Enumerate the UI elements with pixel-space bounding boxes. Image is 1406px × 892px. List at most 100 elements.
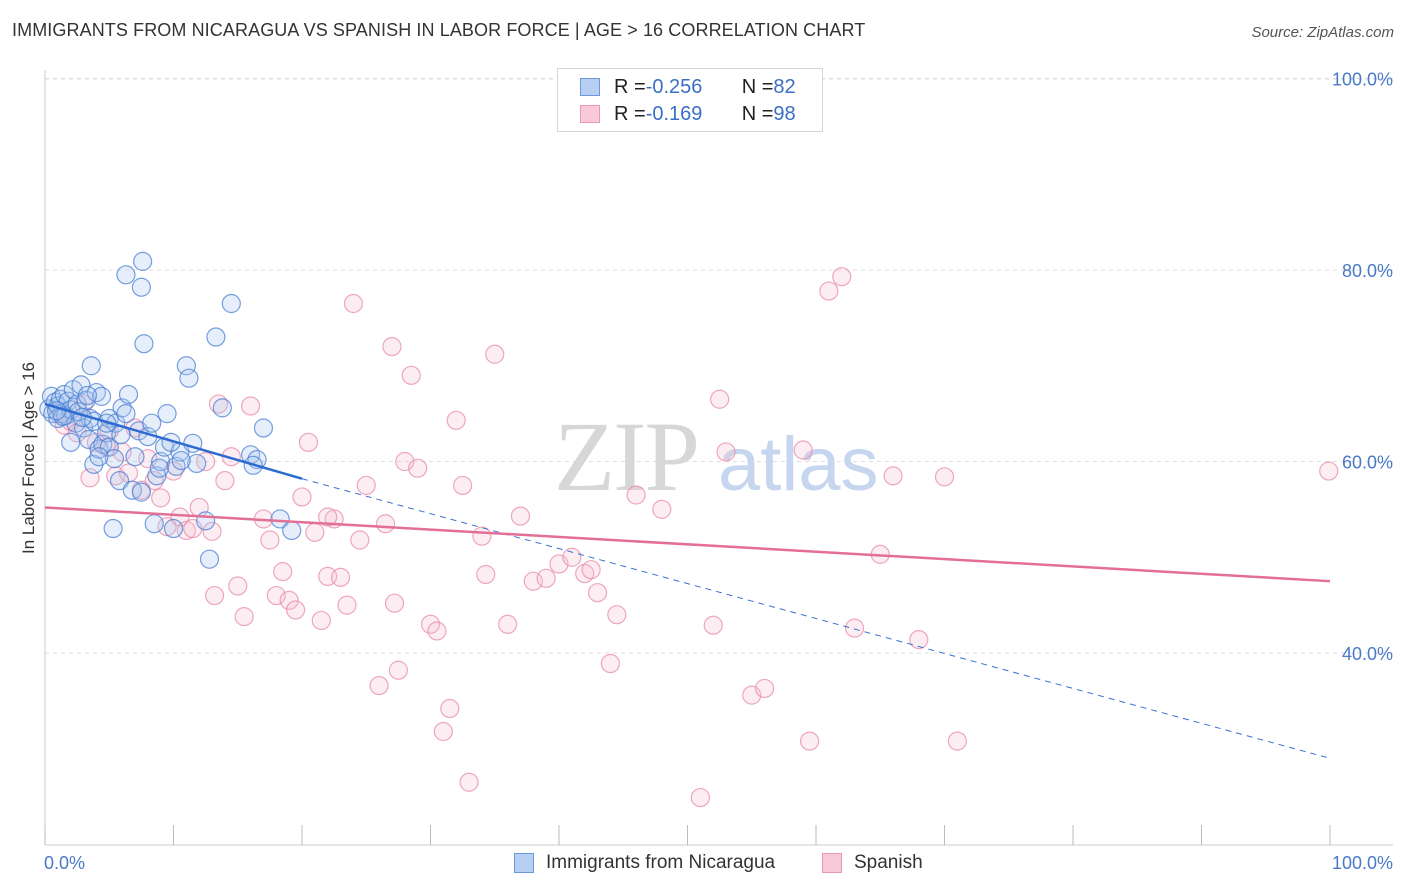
spanish-point — [375, 514, 396, 534]
spanish-point — [799, 731, 820, 751]
spanish-point — [581, 560, 601, 580]
nicaragua-point — [125, 447, 145, 467]
legend-item-nicaragua: Immigrants from Nicaragua — [514, 852, 775, 874]
nicaragua-point — [179, 368, 199, 388]
spanish-point — [947, 731, 967, 751]
spanish-point — [459, 772, 479, 792]
spanish-point — [311, 610, 331, 631]
spanish-point — [485, 344, 505, 364]
spanish-point — [844, 618, 865, 638]
spanish-point — [298, 432, 319, 452]
spanish-point — [234, 607, 254, 627]
nicaragua-point — [166, 456, 186, 476]
legend-n-label: N = — [741, 102, 774, 125]
y-tick-label: 100.0% — [1332, 70, 1393, 90]
nicaragua-point — [73, 418, 94, 438]
legend-r-value: -0.256 — [645, 75, 703, 98]
spanish-point — [626, 485, 646, 505]
legend-swatch-blue — [514, 853, 534, 873]
spanish-point — [710, 389, 730, 409]
spanish-point — [793, 440, 813, 460]
nicaragua-point — [157, 404, 177, 424]
spanish-trend-line — [44, 506, 1331, 583]
spanish-point — [446, 410, 466, 430]
nicaragua-point — [133, 251, 153, 271]
legend-n-value: 98 — [773, 102, 796, 125]
nicaragua-point — [103, 518, 123, 539]
nicaragua-point — [131, 482, 151, 502]
y-tick-label: 40.0% — [1342, 644, 1393, 664]
spanish-point — [202, 521, 222, 541]
spanish-point — [510, 506, 531, 526]
nicaragua-point — [221, 293, 241, 314]
nicaragua-point — [270, 509, 290, 529]
watermark: ZIP atlas — [554, 401, 879, 512]
spanish-point — [652, 499, 672, 519]
nicaragua-point — [253, 418, 274, 438]
legend-row-nicaragua: R = -0.256 N = 82 — [580, 75, 796, 99]
legend-swatch-pink — [822, 853, 842, 873]
spanish-point — [388, 660, 408, 680]
spanish-point — [819, 281, 839, 301]
nicaragua-point — [282, 520, 302, 541]
trend-lines — [44, 402, 1331, 759]
spanish-point — [832, 267, 852, 287]
spanish-point — [440, 698, 460, 719]
source-note: Source: ZipAtlas.com — [1251, 24, 1394, 41]
legend-swatch-blue — [580, 78, 600, 96]
spanish-point — [305, 522, 325, 542]
spanish-point — [350, 530, 370, 550]
spanish-point — [292, 487, 312, 507]
spanish-point — [562, 547, 582, 567]
nicaragua-point — [147, 466, 167, 486]
nicaragua-point — [116, 265, 136, 285]
spanish-point — [716, 442, 736, 462]
spanish-point — [453, 475, 473, 496]
spanish-point — [587, 583, 608, 603]
nicaragua-point — [116, 404, 136, 424]
spanish-point — [703, 615, 723, 635]
nicaragua-point — [149, 458, 169, 478]
axes — [44, 70, 1393, 846]
nicaragua-point — [89, 447, 109, 467]
nicaragua-point — [212, 398, 232, 418]
spanish-point — [273, 562, 293, 582]
nicaragua-point — [144, 514, 164, 534]
legend-label-nicaragua: Immigrants from Nicaragua — [546, 852, 776, 873]
nicaragua-point — [61, 432, 81, 452]
spanish-point — [536, 568, 556, 588]
spanish-point — [498, 614, 518, 634]
spanish-point — [408, 458, 428, 478]
chart-title: IMMIGRANTS FROM NICARAGUA VS SPANISH IN … — [12, 20, 866, 40]
spanish-point — [382, 337, 402, 357]
spanish-point — [356, 475, 376, 496]
nicaragua-point — [109, 471, 130, 491]
spanish-point — [476, 564, 496, 585]
nicaragua-point — [71, 375, 91, 395]
spanish-point — [427, 621, 447, 641]
nicaragua-point — [196, 511, 216, 531]
y-tick-label: 60.0% — [1342, 453, 1393, 473]
spanish-point — [384, 593, 405, 613]
legend-swatch-pink — [580, 105, 600, 123]
spanish-point — [330, 567, 351, 587]
y-tick-label: 80.0% — [1342, 261, 1393, 281]
spanish-points — [48, 267, 1339, 808]
spanish-point — [433, 721, 453, 742]
nicaragua-point — [118, 384, 139, 405]
spanish-point — [607, 605, 627, 625]
nicaragua-point — [199, 549, 220, 569]
x-tick-label-min: 0.0% — [44, 853, 85, 873]
x-tick-label-max: 100.0% — [1332, 853, 1393, 873]
legend-label-spanish: Spanish — [854, 852, 923, 873]
grid-lines — [45, 78, 1393, 654]
nicaragua-point — [79, 429, 99, 450]
nicaragua-point — [171, 450, 191, 471]
spanish-point — [343, 293, 363, 314]
spanish-point — [208, 394, 229, 414]
nicaragua-point — [134, 334, 154, 354]
correlation-legend: R = -0.256 N = 82 R = -0.169 N = 98 — [557, 68, 823, 132]
legend-r-value: -0.169 — [645, 102, 703, 125]
spanish-point — [934, 467, 955, 487]
